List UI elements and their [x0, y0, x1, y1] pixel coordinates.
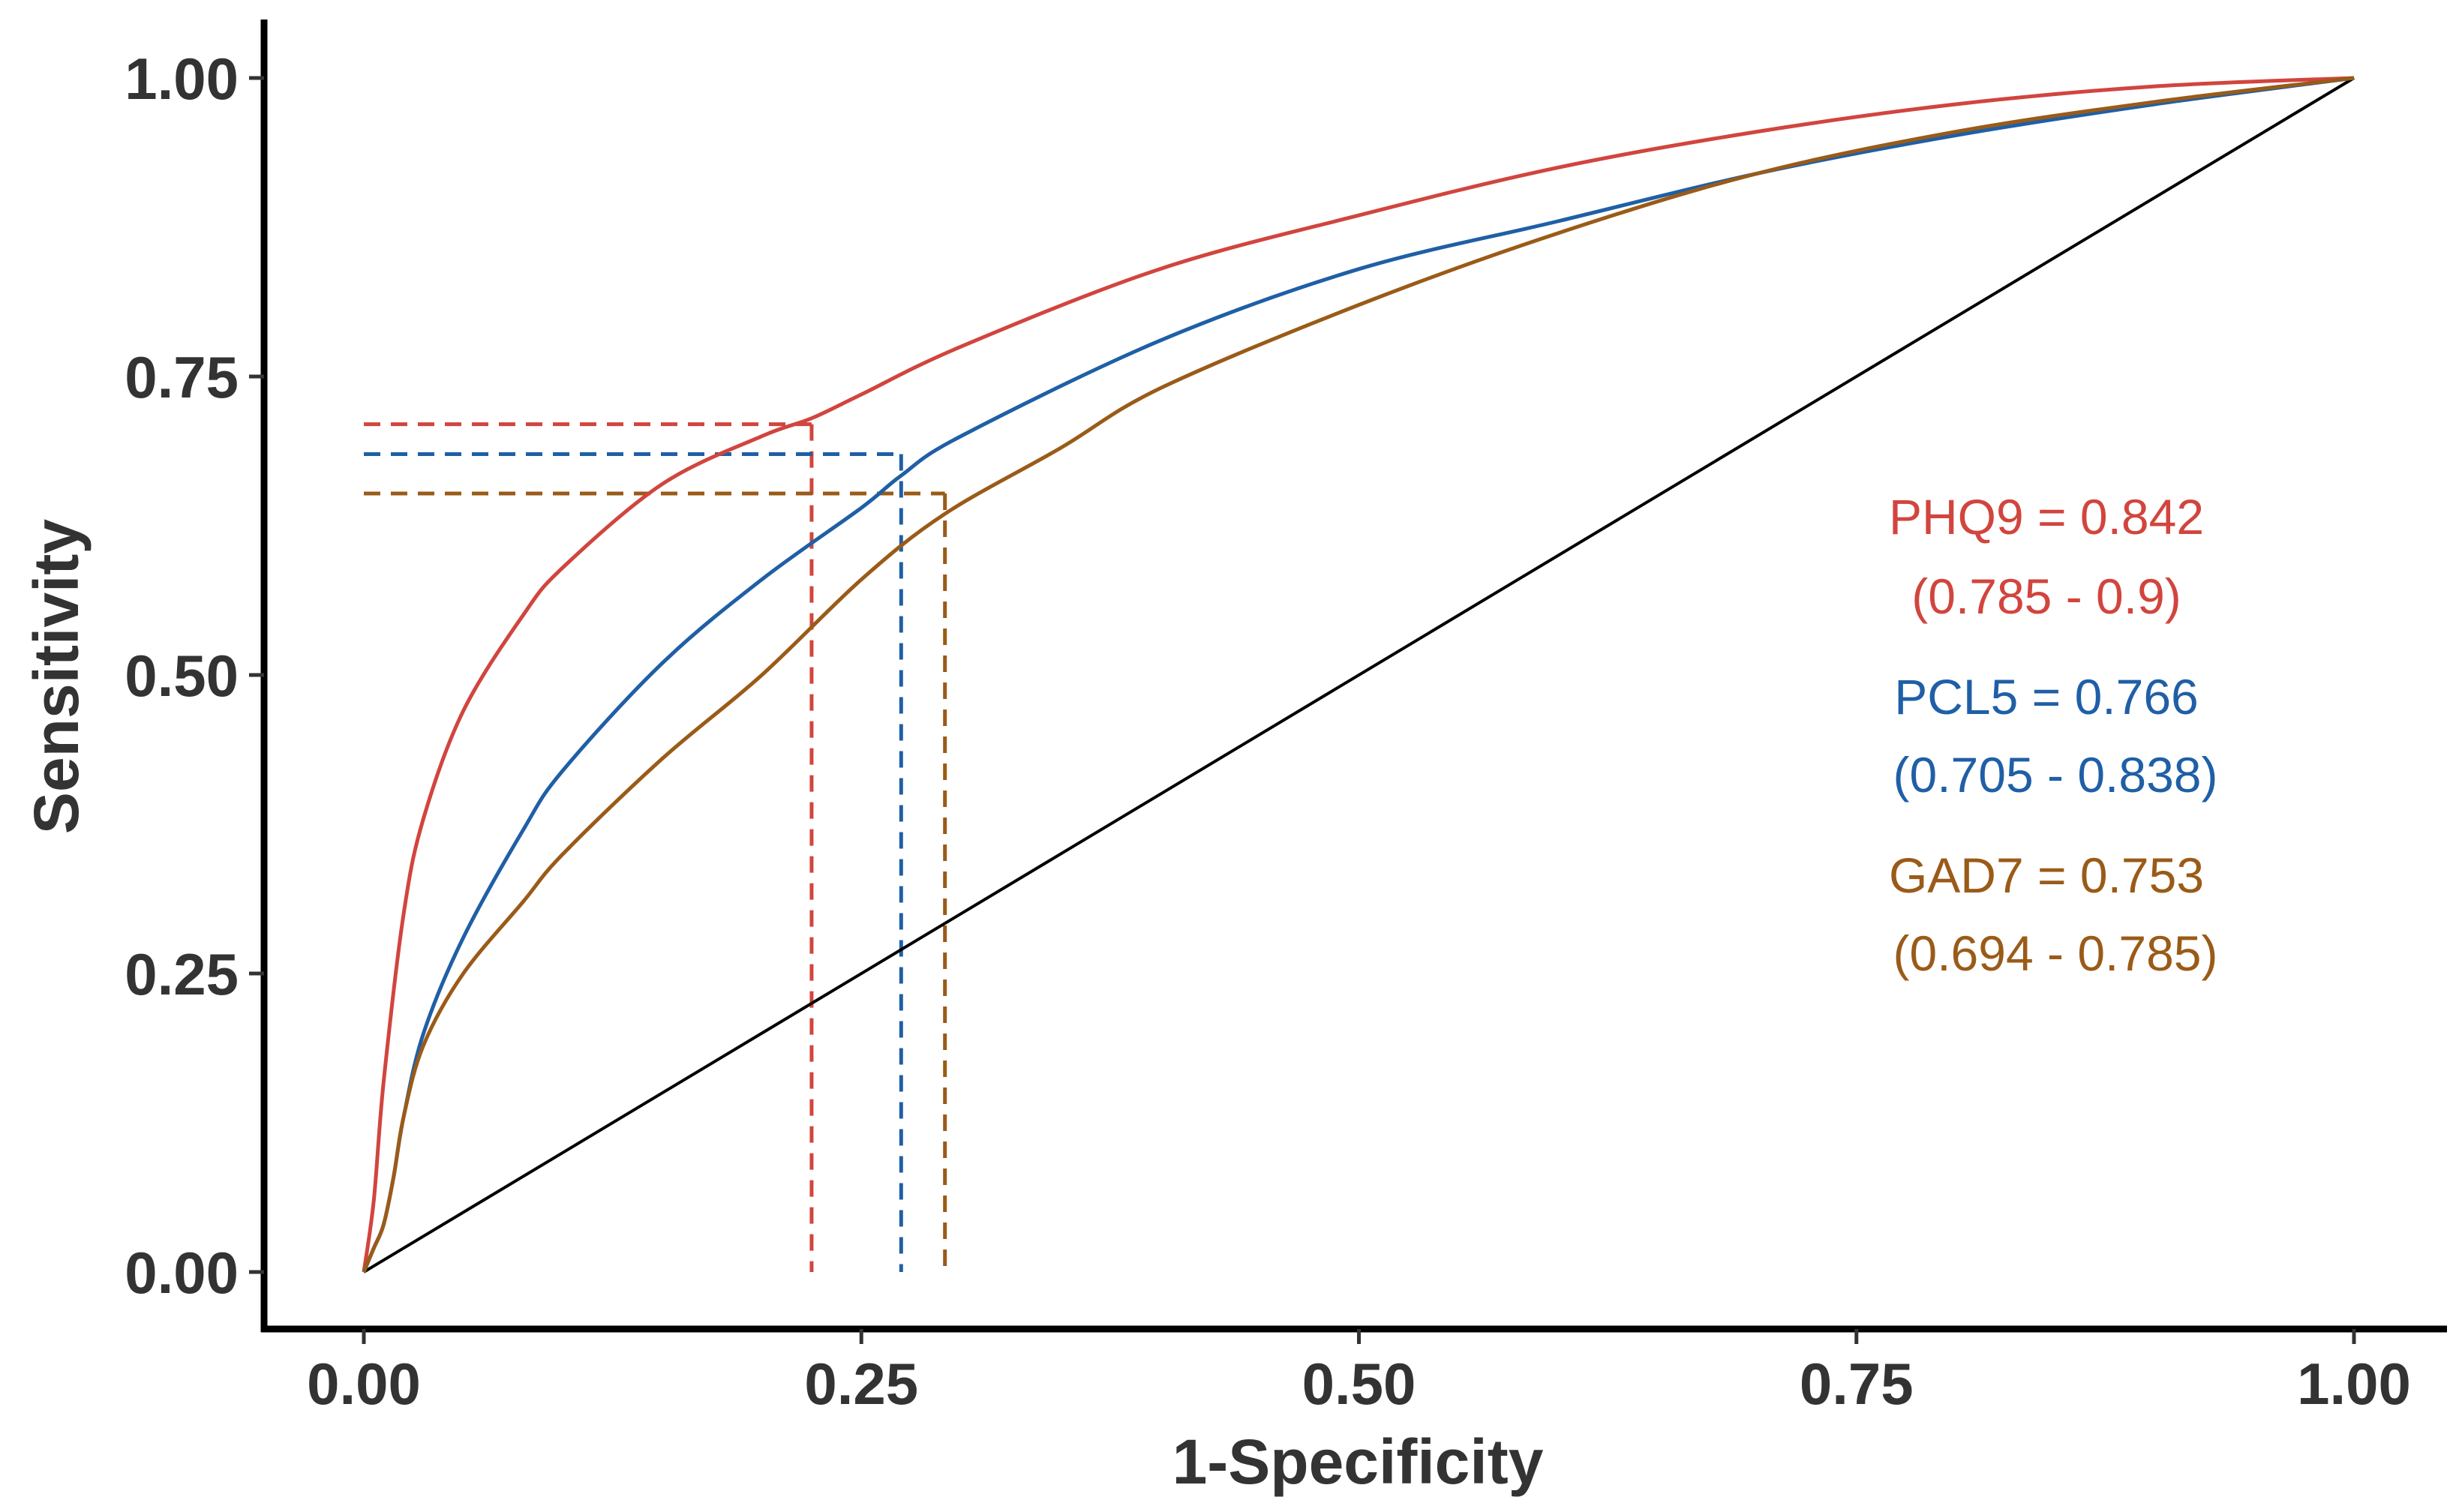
y-tick-label: 0.00 [125, 1240, 239, 1306]
gad7-ci-label: (0.694 - 0.785) [1893, 926, 2218, 981]
phq9-auc-label: PHQ9 = 0.842 [1889, 489, 2204, 544]
y-axis-ticks: 0.00 0.25 0.50 0.75 1.00 [125, 46, 264, 1306]
pcl5-auc-label: PCL5 = 0.766 [1894, 669, 2198, 724]
x-tick-label: 0.75 [1800, 1351, 1914, 1417]
gad7-auc-label: GAD7 = 0.753 [1889, 848, 2204, 903]
x-tick-label: 0.00 [307, 1351, 421, 1417]
x-tick-label: 0.50 [1302, 1351, 1416, 1417]
y-tick-label: 0.75 [125, 344, 239, 410]
x-tick-label: 1.00 [2297, 1351, 2411, 1417]
roc-curves [362, 76, 2355, 1273]
gad7-roc-curve [362, 76, 2355, 1273]
y-axis-title: Sensitivity [21, 519, 92, 834]
y-tick-label: 1.00 [125, 46, 239, 112]
x-axis-title: 1-Specificity [1172, 1426, 1544, 1497]
pcl5-ci-label: (0.705 - 0.838) [1893, 747, 2218, 802]
phq9-roc-curve [362, 76, 2355, 1273]
cutoff-lines [364, 422, 947, 1272]
phq9-ci-label: (0.785 - 0.9) [1911, 568, 2181, 624]
y-tick-label: 0.25 [125, 941, 239, 1007]
x-tick-label: 0.25 [804, 1351, 918, 1417]
chance-reference-line [362, 76, 2355, 1274]
y-tick-label: 0.50 [125, 643, 239, 709]
x-axis-ticks: 0.00 0.25 0.50 0.75 1.00 [307, 1329, 2411, 1417]
auc-annotations: PHQ9 = 0.842 (0.785 - 0.9) PCL5 = 0.766 … [1889, 489, 2218, 981]
